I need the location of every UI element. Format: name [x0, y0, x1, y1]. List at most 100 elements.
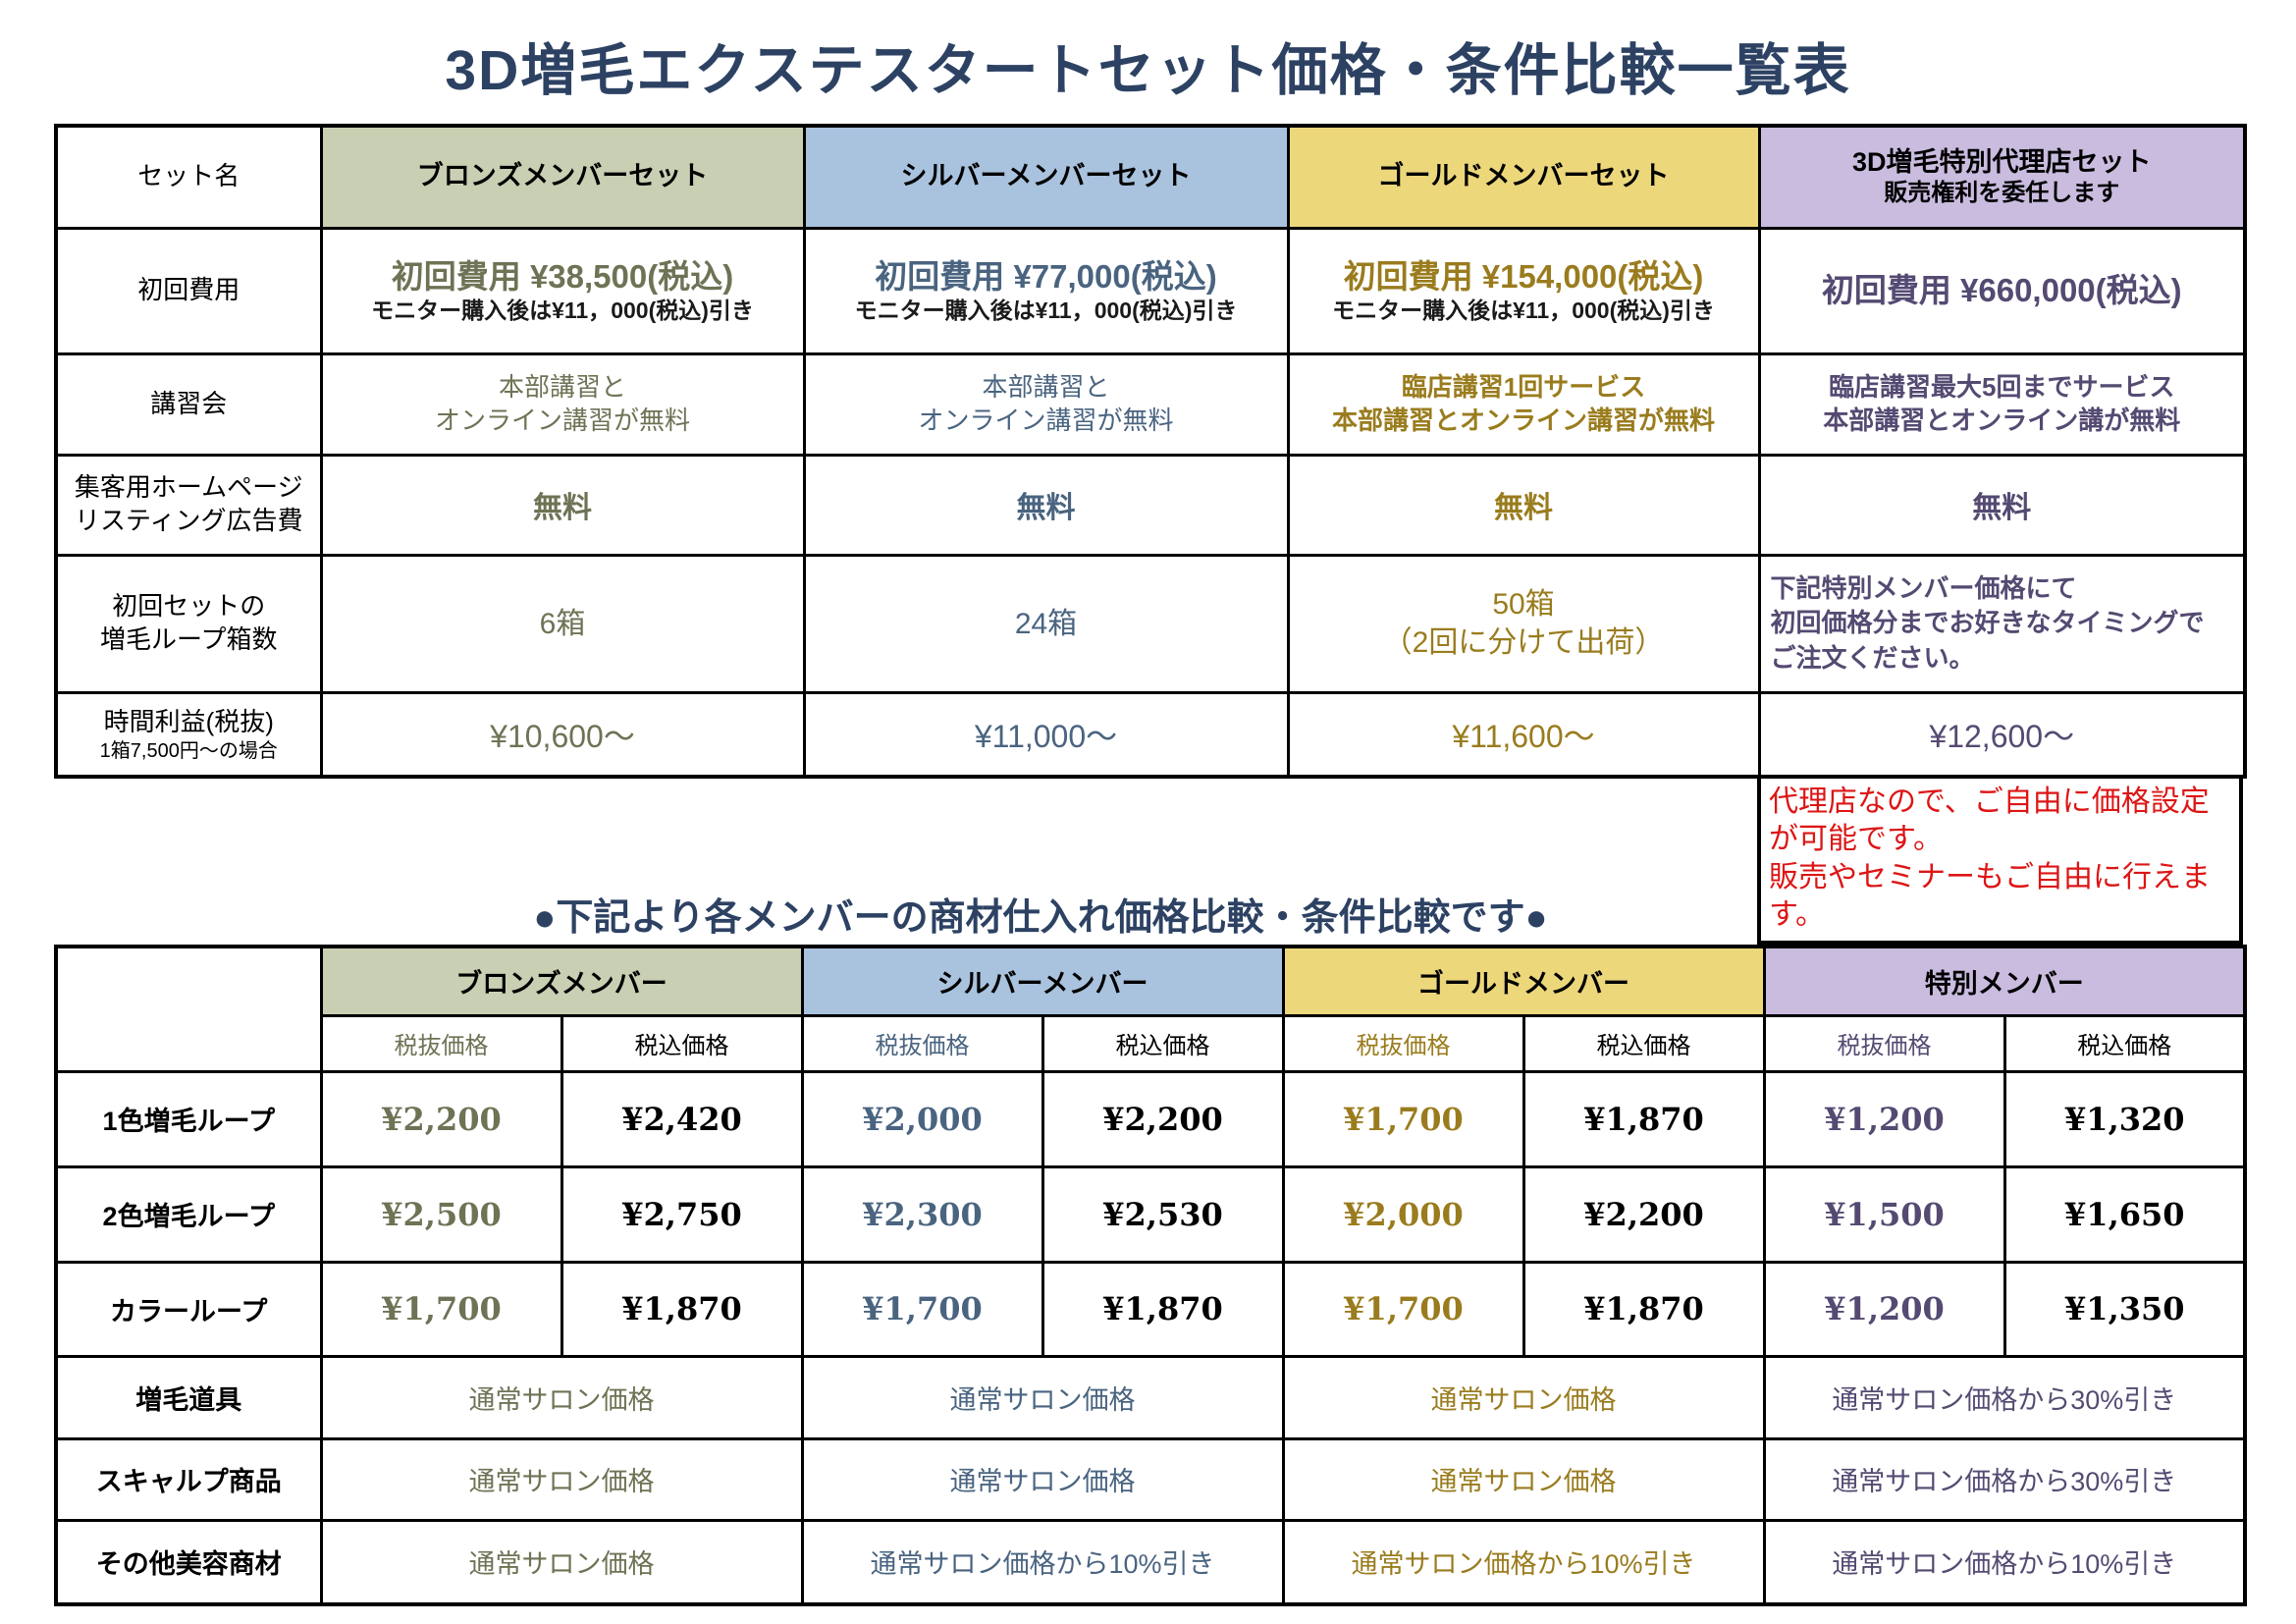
- row-label-profit: 時間利益(税抜) 1箱7,500円～の場合: [54, 690, 323, 779]
- price-cell: ¥1,650: [2002, 1164, 2247, 1264]
- wholesale-price-table: ブロンズメンバー シルバーメンバー ゴールドメンバー 特別メンバー 税抜価格 税…: [54, 945, 2248, 1606]
- table-row: 2色増毛ループ ¥2,500 ¥2,750 ¥2,300 ¥2,530 ¥2,0…: [54, 1164, 2247, 1264]
- cell-web-special: 無料: [1757, 453, 2247, 557]
- salon-price-cell: 通常サロン価格: [319, 1518, 804, 1606]
- table-row: カラーループ ¥1,700 ¥1,870 ¥1,700 ¥1,870 ¥1,70…: [54, 1260, 2247, 1358]
- boxes-label-line1: 初回セットの: [112, 591, 266, 622]
- salon-price-cell: 通常サロン価格: [319, 1354, 804, 1440]
- salon-price-cell: 通常サロン価格: [800, 1354, 1285, 1440]
- price-cell: ¥2,500: [319, 1164, 563, 1264]
- header-gold-set: ゴールドメンバーセット: [1286, 124, 1761, 230]
- row-label-boxes: 初回セットの 増毛ループ箱数: [54, 553, 323, 694]
- lower-corner-blank: [56, 947, 321, 1015]
- lower-corner-blank: [56, 1015, 321, 1071]
- price-cell: ¥1,200: [1762, 1260, 2006, 1358]
- set-comparison-table: セット名 ブロンズメンバーセット シルバーメンバーセット ゴールドメンバーセット…: [54, 124, 2247, 779]
- table-row: 初回セットの 増毛ループ箱数 6箱 24箱 50箱 （2回に分けて出荷） 下記特…: [54, 553, 2247, 694]
- price-cell: ¥2,000: [800, 1069, 1044, 1168]
- salon-price-cell: 通常サロン価格: [1281, 1436, 1766, 1522]
- cell-cost-special: 初回費用 ¥660,000(税込): [1757, 226, 2247, 355]
- section2-heading: ●下記より各メンバーの商材仕入れ価格比較・条件比較です●: [533, 897, 1548, 939]
- header-special-set: 3D増毛特別代理店セット 販売権利を委任します: [1757, 124, 2247, 230]
- salon-price-cell: 通常サロン価格: [319, 1436, 804, 1522]
- cell-boxes-gold: 50箱 （2回に分けて出荷）: [1286, 553, 1761, 694]
- price-cell: ¥2,200: [1522, 1164, 1766, 1264]
- boxes-gold-line1: 50箱: [1492, 588, 1555, 621]
- price-cell: ¥1,500: [1762, 1164, 2006, 1264]
- boxes-special-line2: 初回価格分までお好きなタイミングで: [1770, 608, 2205, 638]
- cell-cost-gold: 初回費用 ¥154,000(税込) モニター購入後は¥11，000(税込)引き: [1286, 226, 1761, 355]
- cell-cost-silver: 初回費用 ¥77,000(税込) モニター購入後は¥11，000(税込)引き: [802, 226, 1290, 355]
- cell-profit-gold: ¥11,600～: [1286, 690, 1761, 779]
- subheader-special-inctax: 税込価格: [2002, 1013, 2247, 1073]
- salon-price-cell: 通常サロン価格から10%引き: [800, 1518, 1285, 1606]
- price-cell: ¥1,870: [1522, 1260, 1766, 1358]
- salon-price-cell: 通常サロン価格: [1281, 1354, 1766, 1440]
- cell-training-bronze: 本部講習と オンライン講習が無料: [319, 352, 806, 457]
- salon-price-cell: 通常サロン価格から30%引き: [1762, 1436, 2247, 1522]
- price-cell: ¥1,700: [800, 1260, 1044, 1358]
- cell-boxes-bronze: 6箱: [319, 553, 806, 694]
- profit-label-line1: 時間利益(税抜): [103, 706, 274, 736]
- price-cell: ¥1,700: [319, 1260, 563, 1358]
- training-special-line2: 本部講習とオンライン講が無料: [1823, 405, 2181, 435]
- table-row: ブロンズメンバー シルバーメンバー ゴールドメンバー 特別メンバー: [56, 945, 2247, 1017]
- price-cell: ¥2,200: [319, 1069, 563, 1168]
- boxes-special-line1: 下記特別メンバー価格にて: [1770, 573, 2077, 604]
- table-row: 講習会 本部講習と オンライン講習が無料 本部講習と オンライン講習が無料 臨店…: [54, 352, 2247, 457]
- row-label-color-loop: カラーループ: [54, 1260, 323, 1358]
- header-bronze-set: ブロンズメンバーセット: [319, 124, 806, 230]
- price-cell: ¥2,750: [560, 1164, 804, 1264]
- price-cell: ¥2,200: [1041, 1069, 1285, 1168]
- row-label-training: 講習会: [54, 352, 323, 457]
- row-label-other-beauty: その他美容商材: [54, 1518, 323, 1606]
- agency-note-line2: 販売やセミナーもご自由に行えます。: [1769, 860, 2211, 932]
- subheader-bronze-extax: 税抜価格: [319, 1013, 563, 1073]
- row-label-scalp-products: スキャルプ商品: [54, 1436, 323, 1522]
- price-cell: ¥1,700: [1281, 1260, 1525, 1358]
- cell-training-gold: 臨店講習1回サービス 本部講習とオンライン講習が無料: [1286, 352, 1761, 457]
- group-header-gold: ゴールドメンバー: [1281, 945, 1766, 1017]
- training-gold-line2: 本部講習とオンライン講習が無料: [1331, 405, 1715, 435]
- cost-gold-main: 初回費用 ¥154,000(税込): [1343, 258, 1704, 295]
- training-bronze-line1: 本部講習と: [498, 371, 626, 402]
- profit-label-line2: 1箱7,500円～の場合: [99, 739, 278, 762]
- cost-bronze-sub: モニター購入後は¥11，000(税込)引き: [371, 298, 754, 324]
- group-header-silver: シルバーメンバー: [800, 945, 1285, 1017]
- cell-web-silver: 無料: [802, 453, 1290, 557]
- table-row: 増毛道具 通常サロン価格 通常サロン価格 通常サロン価格 通常サロン価格から30…: [54, 1354, 2247, 1440]
- row-label-web: 集客用ホームページ リスティング広告費: [54, 453, 323, 557]
- table-row: その他美容商材 通常サロン価格 通常サロン価格から10%引き 通常サロン価格から…: [54, 1518, 2247, 1606]
- salon-price-cell: 通常サロン価格から10%引き: [1281, 1518, 1766, 1606]
- cell-web-gold: 無料: [1286, 453, 1761, 557]
- table-row: 初回費用 初回費用 ¥38,500(税込) モニター購入後は¥11，000(税込…: [54, 226, 2247, 355]
- cost-bronze-main: 初回費用 ¥38,500(税込): [391, 258, 734, 295]
- table-row: 税抜価格 税込価格 税抜価格 税込価格 税抜価格 税込価格 税抜価格 税込価格: [56, 1013, 2247, 1073]
- price-cell: ¥1,200: [1762, 1069, 2006, 1168]
- price-cell: ¥2,300: [800, 1164, 1044, 1264]
- boxes-special-line3: ご注文ください。: [1770, 642, 1975, 673]
- header-special-line2: 販売権利を委任します: [1884, 179, 2120, 206]
- price-cell: ¥2,000: [1281, 1164, 1525, 1264]
- row-label-1color-loop: 1色増毛ループ: [54, 1069, 323, 1168]
- price-cell: ¥1,320: [2002, 1069, 2247, 1168]
- price-cell: ¥1,870: [560, 1260, 804, 1358]
- price-cell: ¥1,870: [1522, 1069, 1766, 1168]
- price-cell: ¥2,420: [560, 1069, 804, 1168]
- header-special-line1: 3D増毛特別代理店セット: [1851, 146, 2152, 177]
- web-label-line2: リスティング広告費: [75, 506, 303, 535]
- cell-web-bronze: 無料: [319, 453, 806, 557]
- cost-silver-main: 初回費用 ¥77,000(税込): [875, 258, 1217, 295]
- subheader-silver-inctax: 税込価格: [1041, 1013, 1285, 1073]
- agency-note-line1: 代理店なので、ご自由に価格設定が可能です。: [1769, 785, 2210, 856]
- row-label-initial-cost: 初回費用: [54, 226, 323, 355]
- table-row: 集客用ホームページ リスティング広告費 無料 無料 無料 無料: [54, 453, 2247, 557]
- subheader-gold-inctax: 税込価格: [1522, 1013, 1766, 1073]
- cost-silver-sub: モニター購入後は¥11，000(税込)引き: [854, 298, 1238, 324]
- cell-boxes-special: 下記特別メンバー価格にて 初回価格分までお好きなタイミングで ご注文ください。: [1757, 553, 2247, 694]
- price-cell: ¥1,700: [1281, 1069, 1525, 1168]
- agency-note-box: 代理店なので、ご自由に価格設定が可能です。 販売やセミナーもご自由に行えます。: [1757, 775, 2243, 945]
- salon-price-cell: 通常サロン価格から30%引き: [1762, 1354, 2247, 1440]
- subheader-special-extax: 税抜価格: [1762, 1013, 2006, 1073]
- training-bronze-line2: オンライン講習が無料: [434, 405, 690, 435]
